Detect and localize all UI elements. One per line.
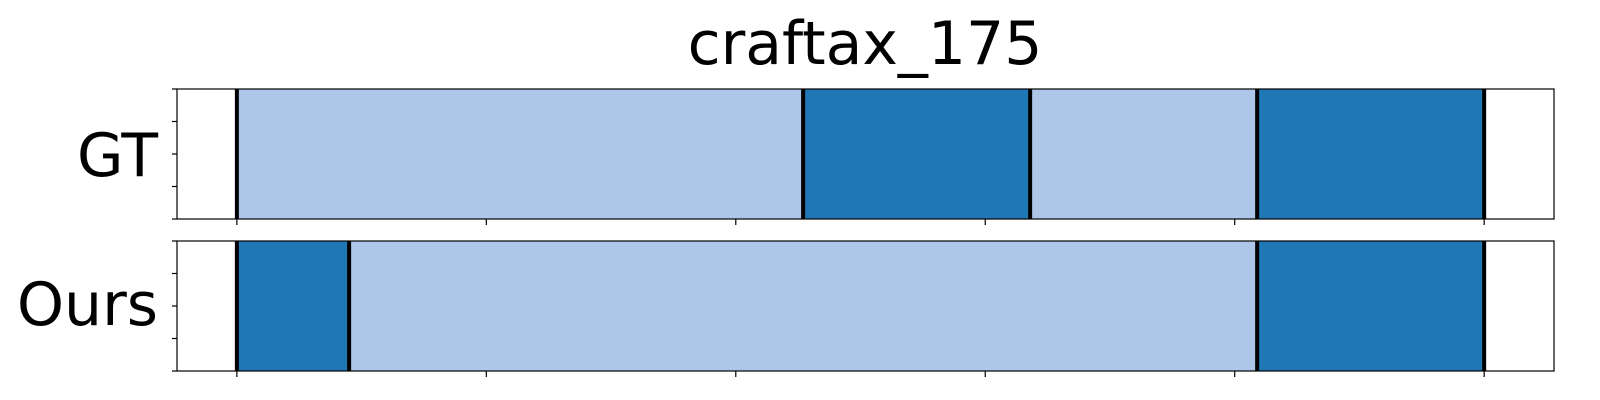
segment-gt-3 bbox=[1257, 89, 1485, 219]
segment-ours-2 bbox=[1257, 241, 1485, 371]
segment-gt-1 bbox=[803, 89, 1031, 219]
segment-ours-1 bbox=[349, 241, 1258, 371]
segment-ours-0 bbox=[236, 241, 350, 371]
chart-title: craftax_175 bbox=[688, 9, 1043, 79]
row-label-gt: GT bbox=[77, 121, 158, 191]
panels: GT Ours bbox=[17, 88, 1555, 377]
row-label-ours: Ours bbox=[17, 270, 158, 340]
segment-gt-0 bbox=[236, 89, 804, 219]
segment-gt-2 bbox=[1030, 89, 1258, 219]
